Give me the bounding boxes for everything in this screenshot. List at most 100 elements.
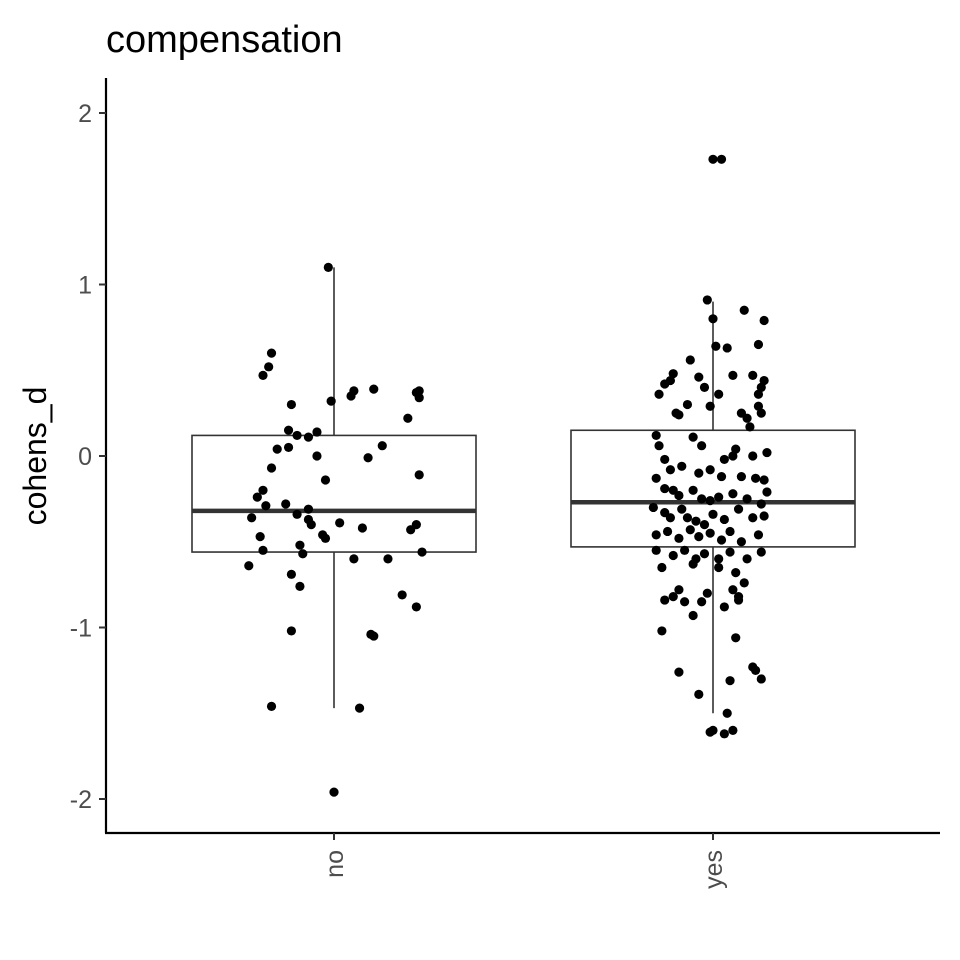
data-point-yes — [748, 513, 758, 523]
data-point-yes — [665, 513, 676, 523]
data-point-yes — [722, 708, 732, 718]
data-point-no — [312, 451, 322, 461]
data-point-yes — [674, 585, 684, 595]
data-point-no — [286, 626, 296, 636]
data-point-yes — [702, 588, 712, 598]
data-point-yes — [665, 465, 676, 475]
data-point-no — [286, 399, 296, 410]
data-point-no — [335, 518, 345, 528]
data-point-yes — [688, 485, 698, 495]
data-point-yes — [731, 568, 741, 578]
data-point-no — [292, 430, 302, 441]
y-tick-label: 0 — [78, 443, 92, 471]
data-point-no — [295, 540, 305, 550]
data-point-yes — [688, 559, 698, 569]
data-point-yes — [694, 372, 704, 382]
data-point-yes — [688, 432, 698, 442]
data-point-yes — [677, 504, 687, 514]
data-point-no — [286, 569, 296, 579]
data-point-yes — [725, 676, 735, 686]
data-point-no — [303, 432, 314, 442]
data-point-no — [281, 499, 291, 509]
data-point-yes — [651, 545, 661, 555]
data-point-yes — [674, 410, 684, 420]
data-point-yes — [699, 549, 710, 559]
data-point-yes — [668, 592, 678, 602]
data-point-yes — [651, 473, 661, 483]
x-tick-label: yes — [700, 850, 728, 889]
box-yes — [570, 429, 856, 548]
data-point-yes — [725, 547, 735, 557]
data-point-yes — [694, 532, 704, 542]
data-point-yes — [725, 526, 735, 537]
data-point-yes — [714, 389, 724, 399]
data-point-no — [258, 545, 268, 555]
data-point-no — [414, 470, 424, 480]
data-point-yes — [651, 430, 661, 441]
data-point-yes — [697, 441, 707, 451]
y-tick-label: 2 — [78, 100, 92, 128]
data-point-yes — [756, 674, 766, 684]
data-point-no — [264, 362, 274, 372]
data-point-yes — [719, 729, 729, 739]
data-point-no — [247, 513, 257, 523]
data-point-no — [261, 501, 271, 511]
data-point-yes — [705, 528, 715, 538]
data-point-yes — [728, 370, 738, 380]
data-point-yes — [662, 526, 673, 537]
data-point-yes — [711, 341, 721, 351]
data-point-no — [312, 427, 322, 437]
data-point-no — [349, 554, 359, 564]
data-point-yes — [759, 315, 769, 326]
data-point-yes — [705, 495, 715, 506]
data-point-no — [397, 590, 407, 600]
plot-area: -2 -1 0 1 2 no yes — [70, 78, 940, 889]
chart-title: compensation — [106, 19, 343, 61]
data-point-yes — [716, 535, 727, 545]
data-point-yes — [739, 578, 749, 588]
data-point-yes — [688, 610, 698, 621]
data-point-no — [406, 525, 416, 535]
data-point-yes — [660, 483, 670, 494]
data-point-yes — [756, 499, 766, 509]
data-point-yes — [660, 379, 670, 389]
data-point-yes — [685, 525, 695, 535]
data-point-yes — [705, 401, 715, 411]
data-point-no — [414, 386, 424, 396]
data-point-yes — [728, 585, 738, 595]
data-point-no — [329, 787, 339, 797]
data-point-no — [252, 492, 262, 502]
data-point-yes — [728, 725, 738, 736]
data-point-yes — [748, 451, 758, 461]
data-point-yes — [719, 514, 729, 525]
data-point-yes — [657, 626, 667, 636]
data-point-yes — [691, 516, 701, 526]
data-point-yes — [702, 295, 712, 305]
data-point-yes — [714, 562, 724, 573]
data-point-yes — [685, 355, 695, 365]
data-point-yes — [674, 533, 684, 543]
data-point-no — [383, 554, 393, 564]
data-point-no — [411, 602, 421, 612]
data-point-no — [272, 444, 282, 454]
data-point-yes — [708, 154, 718, 164]
data-point-yes — [756, 408, 766, 418]
box-no — [191, 434, 477, 553]
data-point-yes — [716, 154, 727, 164]
data-point-yes — [705, 465, 715, 475]
data-point-no — [326, 396, 336, 406]
data-point-yes — [719, 454, 729, 465]
data-point-yes — [742, 413, 752, 423]
data-point-no — [417, 547, 427, 557]
data-point-yes — [714, 554, 724, 564]
data-point-yes — [759, 511, 769, 521]
data-point-yes — [680, 597, 690, 607]
data-point-no — [298, 549, 308, 559]
data-point-no — [303, 504, 314, 514]
data-point-no — [258, 485, 268, 495]
data-point-yes — [753, 389, 764, 399]
data-point-yes — [697, 597, 707, 607]
data-point-yes — [751, 665, 761, 675]
data-point-no — [357, 523, 367, 533]
